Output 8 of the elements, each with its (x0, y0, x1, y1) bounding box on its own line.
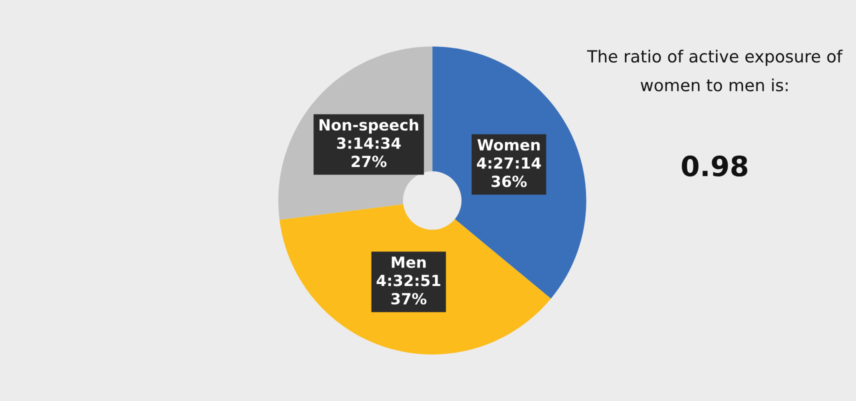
slice-label: Non-speech (320, 118, 418, 134)
text: 0.98 (682, 155, 748, 176)
slice-label: Women (477, 139, 540, 151)
data-label: 4:27:14 36% (476, 157, 541, 188)
text: The ratio of active exposure of women to men is: (587, 50, 843, 92)
data-label: 3:14:34 27% (337, 137, 401, 168)
slice-label: Men (392, 256, 426, 268)
data-label: 4:32:51 37% (376, 274, 440, 305)
